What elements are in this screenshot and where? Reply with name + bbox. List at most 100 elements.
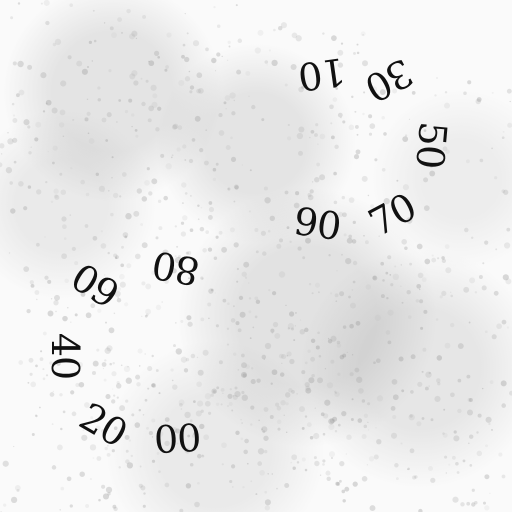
noise-speck <box>171 268 177 274</box>
noise-speck <box>330 335 337 342</box>
noise-speck <box>185 357 190 362</box>
noise-speck <box>111 449 115 453</box>
noise-speck <box>356 43 359 46</box>
noise-speck <box>322 463 325 466</box>
noise-speck <box>229 227 235 233</box>
noise-speck <box>284 483 290 488</box>
noise-speck <box>415 299 420 303</box>
noise-speck <box>120 364 123 367</box>
noise-speck <box>248 282 250 284</box>
noise-speck <box>196 88 202 94</box>
noise-speck <box>453 435 460 442</box>
noise-speck <box>50 200 54 203</box>
noise-speck <box>10 496 18 504</box>
noise-speck <box>352 481 358 487</box>
noise-speck <box>176 245 179 248</box>
noise-speck <box>242 373 247 378</box>
noise-speck <box>190 195 192 197</box>
noise-speck <box>62 410 66 414</box>
noise-speck <box>7 132 9 134</box>
noise-speck <box>346 434 352 440</box>
noise-speck <box>434 94 437 97</box>
noise-speck <box>493 290 499 296</box>
noise-speck <box>62 224 67 230</box>
noise-speck <box>328 418 335 425</box>
noise-speck <box>431 254 434 257</box>
noise-speck <box>76 60 83 67</box>
noise-speck <box>138 408 142 412</box>
noise-speck <box>150 84 157 91</box>
noise-speck <box>105 139 109 142</box>
noise-speck <box>121 172 127 177</box>
noise-speck <box>85 504 90 508</box>
noise-speck <box>106 347 109 349</box>
noise-speck <box>276 406 282 411</box>
noise-speck <box>40 72 47 79</box>
noise-speck <box>135 374 141 380</box>
noise-speck <box>54 194 60 200</box>
noise-speck <box>373 361 376 365</box>
noise-speck <box>228 402 233 406</box>
noise-speck <box>392 414 397 420</box>
noise-speck <box>362 112 365 116</box>
noise-speck <box>313 432 320 440</box>
noise-speck <box>23 119 30 126</box>
noise-speck <box>107 251 110 255</box>
noise-speck <box>27 185 32 189</box>
noise-speck <box>229 388 232 391</box>
noise-speck <box>29 372 33 376</box>
noise-speck <box>276 243 282 249</box>
noise-speck <box>188 158 194 164</box>
noise-speck <box>196 72 203 79</box>
noise-speck <box>423 129 427 132</box>
noise-speck <box>291 390 295 394</box>
noise-speck <box>284 190 289 195</box>
noise-speck <box>308 377 315 384</box>
noise-speck <box>51 107 58 114</box>
noise-speck <box>3 503 7 507</box>
noise-speck <box>339 354 345 360</box>
noise-speck <box>270 382 273 385</box>
noise-speck <box>358 388 364 394</box>
noise-speck <box>430 477 436 483</box>
number-label: 40 <box>43 332 88 380</box>
noise-speck <box>387 309 394 316</box>
noise-speck <box>135 134 139 138</box>
noise-speck <box>378 235 380 237</box>
noise-speck <box>205 47 209 52</box>
noise-speck <box>34 414 38 417</box>
noise-speck <box>177 255 182 259</box>
noise-speck <box>165 163 172 170</box>
noise-speck <box>181 54 185 59</box>
noise-speck <box>86 65 90 69</box>
noise-speck <box>263 358 265 360</box>
noise-speck <box>506 227 511 232</box>
noise-speck <box>128 439 132 442</box>
noise-speck <box>151 354 154 358</box>
noise-speck <box>296 393 298 395</box>
noise-speck <box>164 440 170 447</box>
noise-speck <box>332 97 338 102</box>
noise-speck <box>215 235 219 239</box>
noise-speck <box>208 411 212 415</box>
noise-speck <box>62 315 68 322</box>
noise-speck <box>407 468 409 471</box>
noise-speck <box>352 280 356 284</box>
noise-speck <box>501 319 507 325</box>
noise-speck <box>294 311 297 314</box>
noise-speck <box>243 449 248 455</box>
noise-speck <box>117 17 122 22</box>
noise-speck <box>482 262 485 265</box>
noise-speck <box>39 406 41 409</box>
noise-speck <box>125 213 132 220</box>
noise-speck <box>317 377 323 384</box>
noise-speck <box>147 118 152 123</box>
noise-speck <box>402 184 409 191</box>
noise-speck <box>338 211 344 217</box>
noise-speck <box>254 315 258 319</box>
noise-speck <box>26 308 31 314</box>
noise-speck <box>420 326 424 330</box>
noise-speck <box>70 166 73 170</box>
noise-speck <box>108 327 115 334</box>
noise-speck <box>156 451 160 455</box>
